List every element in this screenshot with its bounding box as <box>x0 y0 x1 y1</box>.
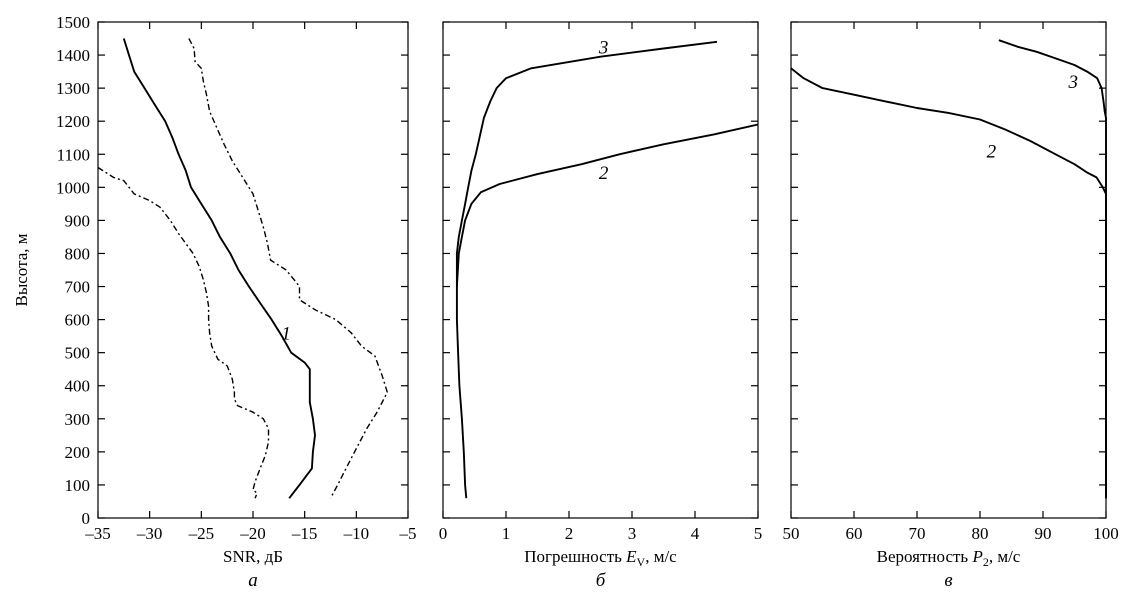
panel-letter-a: а <box>248 570 258 591</box>
y-tick-label: 800 <box>65 244 91 263</box>
x-tick-label-b: 3 <box>628 524 637 543</box>
x-tick-label-b: 5 <box>754 524 763 543</box>
y-tick-label: 300 <box>65 410 91 429</box>
y-tick-label: 0 <box>82 509 91 528</box>
panel-v: 50 60 70 80 90 100 2 3 Вероятность P2, м/св <box>783 21 1119 591</box>
y-tick-label: 1500 <box>56 13 90 32</box>
series-line-b-3 <box>455 40 718 287</box>
x-tick-label-a: –35 <box>84 524 111 543</box>
y-tick-label: 1100 <box>57 145 90 164</box>
series-line-v-2 <box>790 67 1107 499</box>
x-tick-label-v: 50 <box>783 524 800 543</box>
series-line-a-dashed-1 <box>188 38 388 499</box>
x-tick-label-b: 4 <box>691 524 700 543</box>
y-tick-label: 100 <box>65 476 91 495</box>
x-tick-label-a: –10 <box>343 524 370 543</box>
curve-label-v-2: 2 <box>987 142 997 163</box>
panel-letter-b: б <box>596 570 607 591</box>
y-tick-label: 1300 <box>56 79 90 98</box>
series-line-a-dashed-2 <box>97 166 270 499</box>
x-tick-label-b: 1 <box>502 524 511 543</box>
plot-frame-v <box>790 21 1107 519</box>
x-tick-label-b: 2 <box>565 524 574 543</box>
y-tick-label: 1400 <box>56 46 90 65</box>
curve-label-a-1: 1 <box>281 323 291 344</box>
y-tick-label: 900 <box>65 211 91 230</box>
series-line-v-3 <box>998 39 1107 499</box>
plot-frame-b <box>442 21 759 519</box>
x-tick-label-v: 90 <box>1035 524 1052 543</box>
x-tick-label-a: –5 <box>399 524 417 543</box>
x-tick-label-a: –30 <box>136 524 163 543</box>
curve-label-b-2: 2 <box>599 163 609 184</box>
y-tick-label: 200 <box>65 443 91 462</box>
x-tick-label-v: 60 <box>846 524 863 543</box>
x-axis-title-v: Вероятность P2, м/с <box>877 547 1021 569</box>
y-tick-label: 600 <box>65 311 91 330</box>
plot-frame-a <box>97 21 409 519</box>
x-tick-label-v: 100 <box>1093 524 1119 543</box>
y-tick-label: 1000 <box>56 178 90 197</box>
x-tick-label-a: –15 <box>291 524 318 543</box>
series-line-a-1 <box>122 38 316 499</box>
y-tick-label: 400 <box>65 377 91 396</box>
x-tick-label-v: 70 <box>909 524 926 543</box>
x-tick-label-a: –20 <box>239 524 266 543</box>
x-tick-label-b: 0 <box>439 524 448 543</box>
curve-label-v-3: 3 <box>1067 72 1078 93</box>
x-tick-label-v: 80 <box>972 524 989 543</box>
series-line-b-2 <box>455 123 759 499</box>
panel-a: 0 100 200 300 400 500 600 700 800 900 1000 1100 1200… <box>56 13 417 591</box>
y-tick-label: 500 <box>65 344 91 363</box>
panel-b: 0 1 2 3 4 5 2 3 Погрешность EV, м/сб <box>439 21 763 591</box>
x-axis-title-a: SNR, дБ <box>223 547 283 566</box>
y-tick-label: 700 <box>65 278 91 297</box>
x-axis-title-b: Погрешность EV, м/с <box>524 547 677 569</box>
curve-label-b-3: 3 <box>598 37 609 58</box>
panel-letter-v: в <box>944 570 952 591</box>
y-tick-label: 1200 <box>56 112 90 131</box>
y-axis-title: Высота, м <box>12 233 31 306</box>
x-tick-label-a: –25 <box>188 524 215 543</box>
